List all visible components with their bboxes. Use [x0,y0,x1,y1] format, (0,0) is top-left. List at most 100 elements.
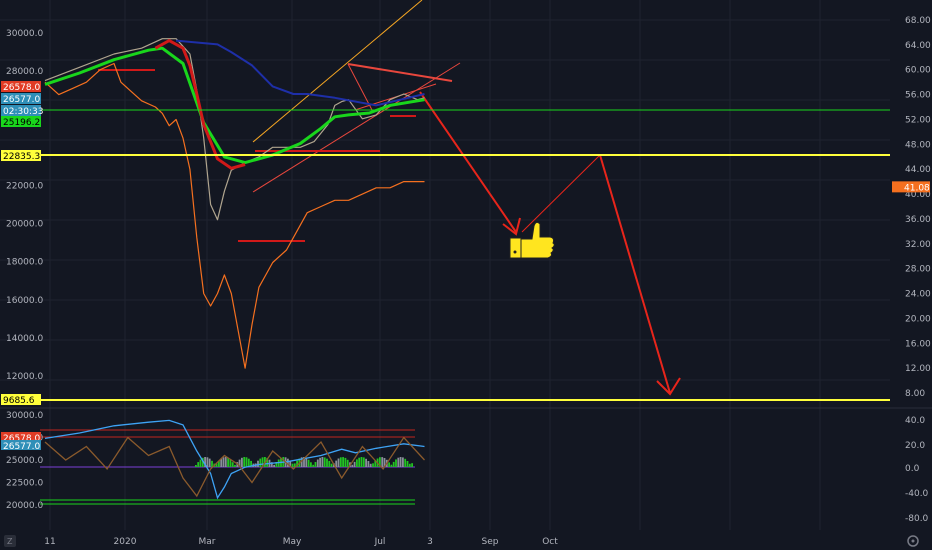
lower-right-tick-4: -80.0 [905,514,929,524]
price-tag-label-1: 26577.0 [3,95,40,105]
histogram-bar-27 [257,460,259,467]
histogram-bar-50 [310,462,312,467]
histogram-bar-77 [372,463,374,467]
histogram-bar-58 [328,460,331,467]
histogram-bar-54 [319,457,321,467]
series-line-2 [44,46,425,165]
histogram-bar-62 [337,458,340,467]
lower-series-group [44,419,425,500]
histogram-bar-75 [367,461,370,467]
arrow-head-1 [502,217,521,236]
histogram-bar-19 [238,459,241,467]
lower-right-tick-3: -40.0 [905,489,929,499]
lower-left-tick-2: 25000.0 [6,456,43,466]
red-channel-lower[interactable] [252,62,461,193]
price-tag-4: 22835.3 [1,150,41,162]
red-wedge-side[interactable] [347,63,373,111]
histogram-bar-40 [287,458,289,467]
thumbs-up-icon[interactable] [509,221,555,259]
price-tag-label-3: 25196.2 [3,118,40,128]
histogram-bar-3 [201,457,204,467]
histogram-bar-4 [204,457,206,467]
price-tag-bg-4 [1,150,41,161]
annotations [98,0,681,396]
red-wedge-upper[interactable] [347,63,453,82]
left-tick-5: 16000.0 [6,296,43,306]
arrow-down-2[interactable] [599,154,671,394]
lower-right-tick-1: 20.0 [905,441,925,451]
histogram-bar-17 [234,464,236,467]
arrow-head-2 [656,377,681,396]
left-tick-0: 30000.0 [6,29,43,39]
series-line-3 [154,39,246,170]
histogram-bar-43 [293,463,296,467]
lower-tag-bg-1 [1,440,41,450]
x-tick-4: Jul [374,537,386,547]
bottom-left-button[interactable]: Z [4,535,16,547]
right-tick-4: 52.00 [905,116,931,126]
right-tick-7: 40.00 [905,190,931,200]
left-tick-3: 20000.0 [6,220,43,230]
histogram-bar-48 [305,457,308,467]
histogram-bar-85 [390,464,393,467]
left-tick-2: 22000.0 [6,181,43,191]
orange-channel-upper[interactable] [252,0,423,143]
histogram-bar-28 [259,458,262,467]
histogram-bar-5 [206,457,209,467]
histogram-bar-12 [222,457,225,467]
series-line-0 [44,38,425,221]
price-tag-bg-0 [1,81,41,92]
left-tick-6: 14000.0 [6,334,43,344]
arrow-up[interactable] [521,154,601,233]
right-tick-5: 48.00 [905,140,931,150]
histogram-bar-86 [392,461,395,467]
right-tick-2: 60.00 [905,66,931,76]
lower-left-tick-4: 20000.0 [6,501,43,511]
x-tick-2: Mar [199,537,216,547]
right-tick-6: 44.00 [905,165,931,175]
price-tag-bg-2 [1,105,41,116]
histogram-bar-80 [379,457,381,467]
arrow-down-1[interactable] [419,91,517,233]
lower-series-line-0 [44,419,425,500]
series-group [44,38,425,369]
histogram-bar-63 [339,457,342,467]
price-tag-label-0: 26578.0 [3,83,40,93]
histogram-bar-7 [211,460,213,467]
histogram-bar-15 [229,459,232,467]
histogram-bar-11 [220,458,223,467]
lower-tag-1: 26577.0 [1,440,41,452]
right-tick-10: 28.00 [905,265,931,275]
price-tag-label-4: 22835.3 [3,152,40,162]
right-tick-9: 32.00 [905,240,931,250]
right-tag-bg [892,181,930,193]
histogram-bar-73 [362,457,365,467]
left-tick-7: 12000.0 [6,372,43,382]
lower-right-tick-2: 0.0 [905,464,920,474]
histogram-bar-29 [261,457,264,467]
histogram-bar-76 [369,463,372,467]
right-tick-11: 24.00 [905,290,931,300]
right-value-tag: 41.08 [892,181,930,193]
histogram-bar-90 [402,457,404,467]
histogram-bar-47 [303,457,305,467]
right-tick-15: 8.00 [905,389,925,399]
lower-left-tick-3: 22500.0 [6,479,43,489]
histogram-bar-94 [411,463,413,467]
histogram-bar-2 [199,459,202,467]
histogram-bar-22 [245,457,248,467]
histogram-bar-9 [215,463,218,467]
x-tick-6: Sep [482,537,499,547]
histogram-bar-35 [275,462,278,467]
histogram-bar-14 [227,457,229,467]
settings-icon[interactable] [907,535,919,547]
histogram-bar-42 [291,463,294,467]
price-tag-bg-1 [1,93,41,104]
left-tick-1: 28000.0 [6,67,43,77]
x-tick-7: Oct [542,537,558,547]
chart-z-glyph: Z [7,537,13,546]
lower-left-tick-0: 30000.0 [6,411,43,421]
histogram-bar-91 [404,458,407,467]
